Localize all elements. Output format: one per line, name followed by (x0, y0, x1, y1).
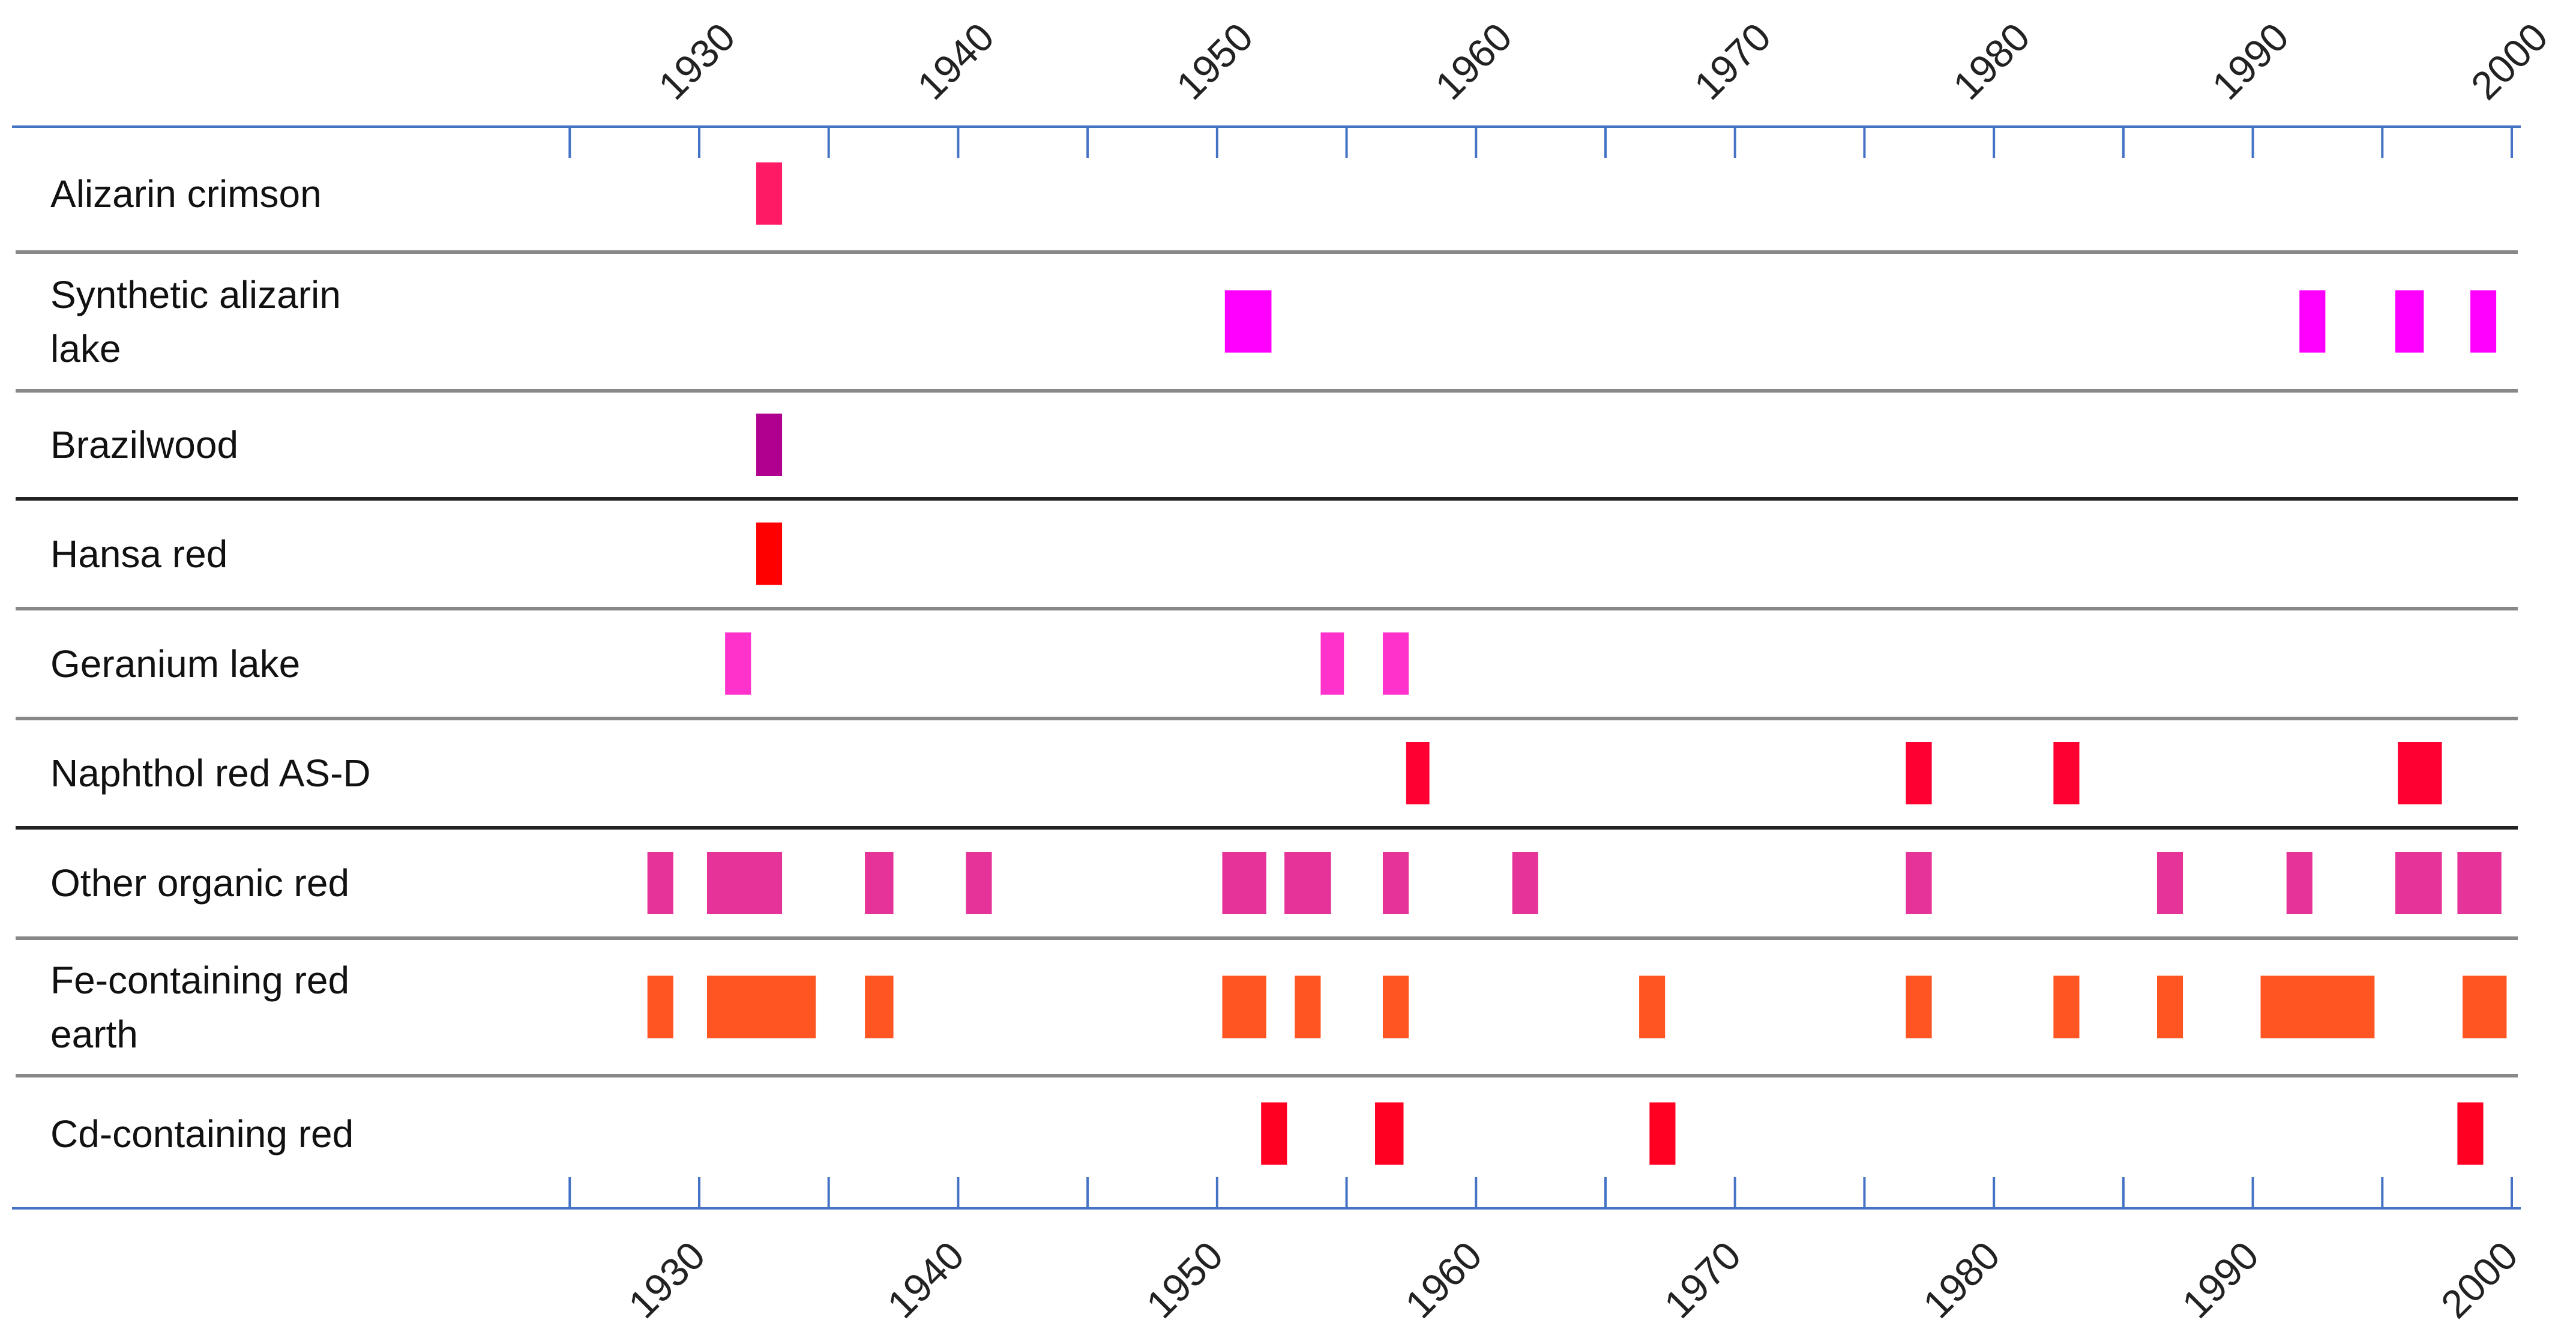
bottom-tick-label-1950: 1950 (1137, 1233, 1231, 1327)
bottom-tick-label-1980: 1980 (1915, 1233, 2008, 1327)
bar-9-1 (1261, 1102, 1287, 1165)
bar-5-1 (725, 632, 751, 695)
axes-layer (12, 125, 2521, 1210)
bar-7-12 (2395, 852, 2442, 914)
bar-8-1 (647, 975, 673, 1038)
bar-9-2 (1375, 1102, 1404, 1165)
row-label-6: Naphthol red AS-D (50, 752, 371, 795)
tick-labels-layer: 1930 1930 1940 1940 1950 1950 1960 1960 1970 1970… (620, 14, 2556, 1327)
top-tick-label-1930: 1930 (650, 14, 744, 108)
bar-8-9 (2053, 975, 2080, 1038)
bar-5-3 (1382, 632, 1409, 695)
bar-6-1 (1406, 742, 1430, 804)
bar-7-7 (1382, 852, 1409, 914)
row-label-1: Alizarin crimson (50, 172, 322, 215)
bars-layer (647, 162, 2507, 1165)
bar-1-1 (756, 162, 783, 225)
top-tick-label-1980: 1980 (1945, 14, 2038, 108)
row-label-5: Geranium lake (50, 642, 301, 686)
bar-5-2 (1320, 632, 1344, 695)
bar-7-10 (2156, 852, 2183, 914)
bar-8-5 (1295, 975, 1321, 1038)
top-tick-label-1970: 1970 (1685, 14, 1779, 108)
bar-2-3 (2395, 290, 2424, 353)
bar-7-11 (2286, 852, 2313, 914)
bar-7-5 (1222, 852, 1266, 914)
bar-8-8 (1906, 975, 1932, 1038)
bar-9-3 (1649, 1102, 1676, 1165)
bar-6-4 (2398, 742, 2442, 804)
top-tick-label-2000: 2000 (2463, 14, 2556, 108)
bottom-tick-label-1990: 1990 (2173, 1233, 2267, 1327)
bar-8-2 (706, 975, 816, 1038)
row-label-8: Fe-containing red earth (50, 958, 350, 1056)
bottom-tick-label-1930: 1930 (620, 1233, 714, 1327)
row-label-2: Synthetic alizarin lake (50, 273, 341, 370)
bar-3-1 (756, 414, 783, 476)
bar-8-12 (2463, 975, 2507, 1038)
bar-7-6 (1284, 852, 1331, 914)
bar-7-1 (647, 852, 673, 914)
row-label-7: Other organic red (50, 861, 350, 905)
bar-7-9 (1906, 852, 1932, 914)
bottom-tick-label-1970: 1970 (1655, 1233, 1749, 1327)
row-separators (16, 250, 2518, 1077)
bar-8-4 (1222, 975, 1266, 1038)
bar-7-8 (1512, 852, 1538, 914)
bar-7-3 (865, 852, 894, 914)
bottom-tick-label-1960: 1960 (1397, 1233, 1490, 1327)
bar-8-6 (1382, 975, 1409, 1038)
bar-8-7 (1639, 975, 1666, 1038)
row-label-4: Hansa red (50, 532, 228, 576)
bar-7-13 (2457, 852, 2502, 914)
row-label-9: Cd-containing red (50, 1112, 354, 1156)
top-tick-label-1990: 1990 (2203, 14, 2297, 108)
bar-2-4 (2470, 290, 2497, 353)
bottom-tick-label-2000: 2000 (2433, 1233, 2526, 1327)
bottom-tick-label-1940: 1940 (879, 1233, 972, 1327)
bar-6-2 (1906, 742, 1932, 804)
bar-2-1 (1224, 290, 1272, 353)
top-tick-label-1960: 1960 (1427, 14, 1520, 108)
bar-6-3 (2053, 742, 2080, 804)
bar-4-1 (756, 522, 783, 585)
bar-8-11 (2260, 975, 2375, 1038)
top-tick-label-1950: 1950 (1167, 14, 1261, 108)
bar-7-2 (706, 852, 783, 914)
bar-9-4 (2457, 1102, 2484, 1165)
bar-2-2 (2299, 290, 2326, 353)
bar-8-3 (865, 975, 894, 1038)
row-label-3: Brazilwood (50, 423, 239, 466)
bar-7-4 (966, 852, 992, 914)
bar-8-10 (2156, 975, 2183, 1038)
top-tick-label-1940: 1940 (909, 14, 1002, 108)
